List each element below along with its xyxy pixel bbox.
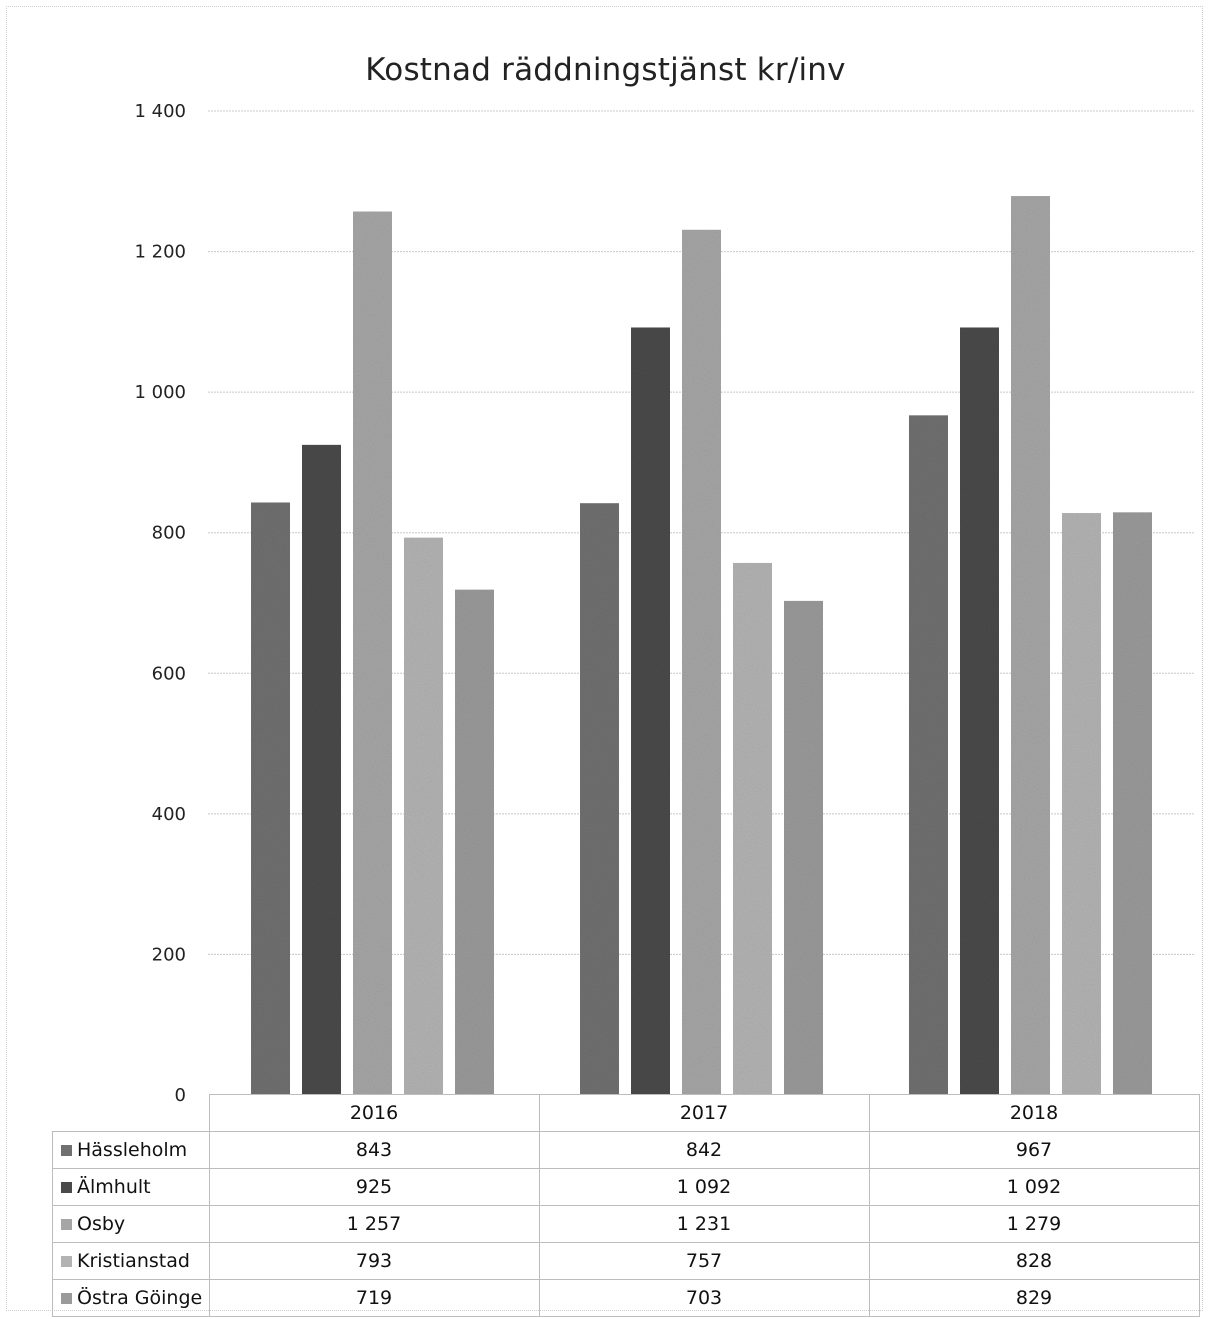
series-name: Älmhult (77, 1176, 151, 1198)
bar-2017-0 (580, 503, 619, 1095)
bar-2017-1 (631, 327, 670, 1096)
table-row: Hässleholm 843 842 967 (52, 1131, 1200, 1169)
legend-entry: Hässleholm (52, 1131, 210, 1169)
bar-2016-3 (404, 537, 443, 1095)
legend-swatch (61, 1256, 72, 1267)
data-cell: 703 (538, 1279, 870, 1317)
series-name: Kristianstad (77, 1250, 190, 1272)
legend-swatch (61, 1145, 72, 1156)
legend-swatch (61, 1293, 72, 1304)
bar-2018-3 (1062, 513, 1101, 1095)
category-header: 2017 (538, 1094, 870, 1132)
data-cell: 719 (208, 1279, 540, 1317)
legend-entry: Osby (52, 1205, 210, 1243)
chart-title: Kostnad räddningstjänst kr/inv (365, 52, 846, 88)
data-cell: 967 (868, 1131, 1200, 1169)
table-row: Kristianstad 793 757 828 (52, 1242, 1200, 1280)
data-cell: 842 (538, 1131, 870, 1169)
table-row: Älmhult 925 1 092 1 092 (52, 1168, 1200, 1206)
series-name: Östra Göinge (77, 1287, 203, 1309)
category-header: 2016 (208, 1094, 540, 1132)
y-tick-label: 600 (152, 663, 186, 684)
legend-swatch (61, 1182, 72, 1193)
legend-entry: Östra Göinge (52, 1279, 210, 1317)
bar-2018-1 (960, 327, 999, 1096)
data-cell: 1 092 (538, 1168, 870, 1206)
series-name: Hässleholm (77, 1139, 188, 1161)
y-tick-label: 1 000 (134, 382, 186, 403)
table-row: Osby 1 257 1 231 1 279 (52, 1205, 1200, 1243)
data-table-header-row: 2016 2017 2018 (52, 1094, 1200, 1132)
bar-2017-4 (784, 600, 823, 1095)
bars (251, 196, 1152, 1096)
table-row: Östra Göinge 719 703 829 (52, 1279, 1200, 1317)
legend-entry: Älmhult (52, 1168, 210, 1206)
data-table: 2016 2017 2018 Hässleholm 843 842 967 Älmhult 9… (52, 1094, 1200, 1317)
data-cell: 1 257 (208, 1205, 540, 1243)
data-cell: 843 (208, 1131, 540, 1169)
legend-entry: Kristianstad (52, 1242, 210, 1280)
bar-2016-2 (353, 211, 392, 1096)
data-cell: 793 (208, 1242, 540, 1280)
data-cell: 1 231 (538, 1205, 870, 1243)
data-table-corner (52, 1094, 210, 1132)
category-header: 2018 (868, 1094, 1200, 1132)
data-cell: 757 (538, 1242, 870, 1280)
bar-2018-0 (909, 415, 948, 1095)
y-tick-label: 1 400 (134, 101, 186, 122)
y-tick-label: 1 200 (134, 242, 186, 263)
y-tick-label: 200 (152, 944, 186, 965)
data-cell: 1 279 (868, 1205, 1200, 1243)
bar-2016-4 (455, 589, 494, 1095)
bar-2018-4 (1113, 512, 1152, 1095)
bar-2016-1 (302, 444, 341, 1095)
data-cell: 925 (208, 1168, 540, 1206)
data-cell: 1 092 (868, 1168, 1200, 1206)
legend-swatch (61, 1219, 72, 1230)
series-name: Osby (77, 1213, 126, 1235)
bar-2016-0 (251, 502, 290, 1095)
y-tick-label: 800 (152, 523, 186, 544)
bar-2017-3 (733, 562, 772, 1095)
bar-2018-2 (1011, 196, 1050, 1095)
data-cell: 829 (868, 1279, 1200, 1317)
bar-2017-2 (682, 229, 721, 1096)
data-cell: 828 (868, 1242, 1200, 1280)
y-tick-label: 400 (152, 804, 186, 825)
